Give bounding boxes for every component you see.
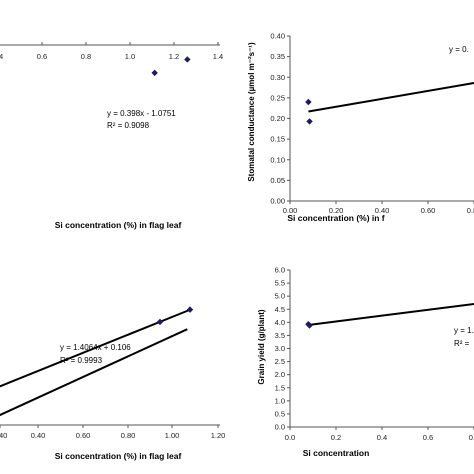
bottom-right-y-tick-label: 0.5 — [275, 409, 285, 418]
bottom-right-y-tick-label: 0.0 — [275, 423, 285, 432]
top-right-x-tick-label: 0.20 — [329, 206, 344, 215]
bottom-left-x-axis-label: Si concentration (%) in flag leaf — [55, 451, 182, 461]
bottom-right-annotation: R² = — [454, 339, 470, 348]
bottom-right-y-tick-label: 1.0 — [275, 396, 285, 405]
top-right-x-axis-label: Si concentration (%) in f — [287, 213, 384, 223]
bottom-right-annotation: y = 1.107 — [454, 326, 474, 335]
bottom-right-y-tick-label: 6.0 — [275, 266, 285, 275]
bottom-left-trendline — [0, 308, 191, 388]
bottom-left-data-point — [156, 318, 164, 326]
top-right-y-axis-label: Stomatal conductance (µmol m⁻²s⁻¹) — [247, 42, 256, 182]
bottom-right-data-point — [306, 322, 313, 329]
bottom-left-x-tick-label: 0.40 — [31, 431, 46, 440]
top-right-x-tick-label: 0.60 — [421, 206, 436, 215]
bottom-right-y-tick-label: 4.0 — [275, 318, 285, 327]
top-right-data-point — [305, 98, 312, 106]
top-right-data-point — [306, 118, 313, 125]
top-left-x-tick-label: 0.6 — [37, 52, 47, 61]
top-left-data-point — [184, 56, 191, 63]
top-left-data-point — [151, 69, 158, 77]
top-left-x-tick-label: 0.8 — [81, 52, 91, 61]
bottom-right-trendline — [308, 303, 474, 326]
top-right-y-tick-label: 0.35 — [270, 52, 285, 61]
top-left-annotation: y = 0.398x - 1.0751 — [107, 109, 176, 118]
top-left-trendline — [0, 328, 188, 417]
top-right-annotation: y = 0. — [449, 45, 469, 54]
bottom-left-x-tick-label: 1.20 — [211, 431, 226, 440]
bottom-left-annotation: y = 1.4064x + 0.106 — [60, 343, 131, 352]
top-left-annotation: R² = 0.9098 — [107, 121, 150, 130]
top-right-y-tick-label: 0.15 — [270, 135, 285, 144]
bottom-right-y-tick-label: 1.5 — [275, 383, 285, 392]
top-left-x-tick-label: 0.4 — [0, 52, 3, 61]
bottom-right-y-tick-label: 2.5 — [275, 357, 285, 366]
top-right-y-tick-label: 0.05 — [270, 176, 285, 185]
bottom-left-annotation: R² = 0.9993 — [60, 356, 103, 365]
top-right-y-tick-label: 0.25 — [270, 93, 285, 102]
top-right-x-tick-label: 0.40 — [375, 206, 390, 215]
bottom-right-x-tick-label: 0.0 — [285, 433, 295, 442]
bottom-left-x-tick-label: 1.00 — [165, 431, 180, 440]
top-right-trendline — [308, 82, 474, 113]
bottom-right-y-tick-label: 3.0 — [275, 344, 285, 353]
top-left-x-tick-label: 1.4 — [213, 52, 223, 61]
bottom-right-x-tick-label: 0.4 — [377, 433, 387, 442]
bottom-right-x-tick-label: 0.8 — [469, 433, 474, 442]
top-right-y-tick-label: 0.30 — [270, 73, 285, 82]
bottom-left-x-tick-label: 0.60 — [76, 431, 91, 440]
bottom-right-x-tick-label: 0.6 — [423, 433, 433, 442]
bottom-left-x-tick-label: 1.40 — [0, 431, 7, 440]
bottom-right-x-tick-label: 0.2 — [331, 433, 341, 442]
top-right-x-tick-label: 0.00 — [283, 206, 298, 215]
top-left-x-axis-label: Si concentration (%) in flag leaf — [55, 220, 182, 230]
top-left-x-tick-label: 1.0 — [125, 52, 135, 61]
top-right-x-tick-label: 0.80 — [467, 206, 474, 215]
bottom-right-y-tick-label: 2.0 — [275, 370, 285, 379]
bottom-right-y-tick-label: 4.5 — [275, 305, 285, 314]
top-right-y-tick-label: 0.20 — [270, 114, 285, 123]
bottom-left-data-point — [186, 306, 194, 313]
bottom-right-x-axis-label: Si concentration — [303, 448, 370, 458]
bottom-right-y-tick-label: 5.5 — [275, 279, 285, 288]
top-right-y-tick-label: 0.40 — [270, 32, 285, 41]
bottom-left-x-tick-label: 0.80 — [121, 431, 136, 440]
bottom-right-y-tick-label: 3.5 — [275, 331, 285, 340]
bottom-right-y-tick-label: 5.0 — [275, 292, 285, 301]
top-right-y-tick-label: 0.00 — [270, 197, 285, 206]
bottom-right-y-axis-label: Grain yield (g/plant) — [257, 309, 266, 384]
top-right-y-tick-label: 0.10 — [270, 155, 285, 164]
top-left-x-tick-label: 1.2 — [169, 52, 179, 61]
